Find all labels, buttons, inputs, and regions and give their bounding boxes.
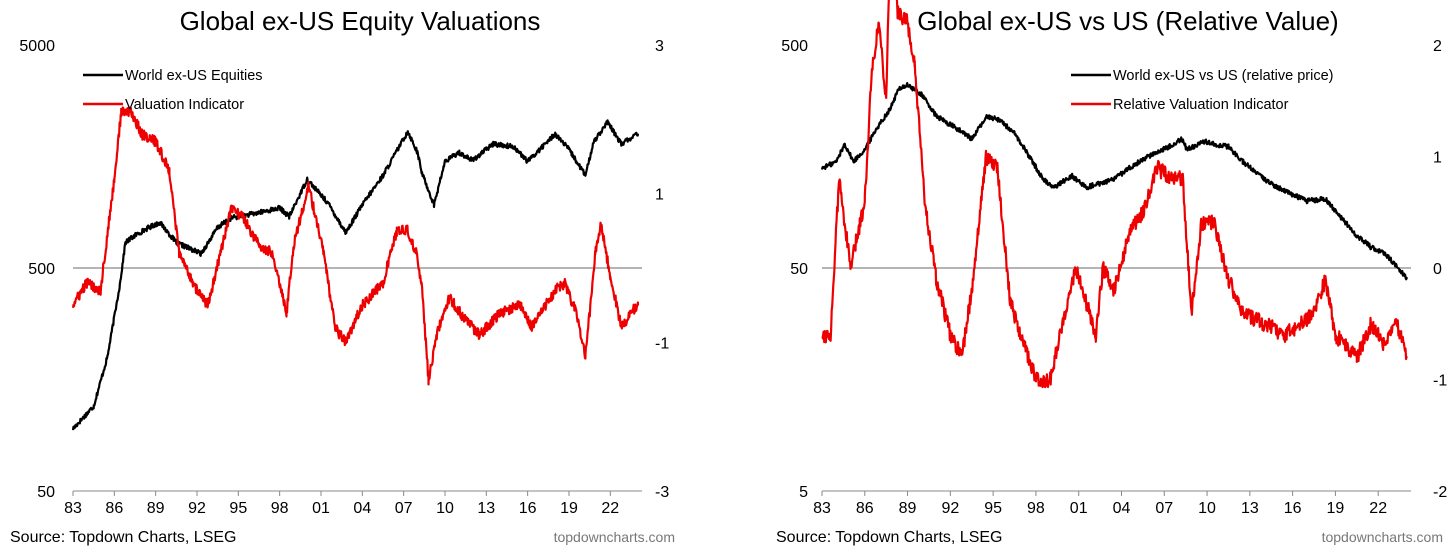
x-tick-label: 01 — [312, 500, 330, 517]
x-tick-label: 19 — [1327, 500, 1345, 517]
brand-watermark: topdowncharts.com — [1322, 529, 1443, 545]
chart-svg-global-ex-us-valuations: Global ex-US Equity Valuations Source: T… — [10, 6, 675, 546]
x-tick-label: 95 — [984, 500, 1002, 517]
series-line-relative-valuation-indicator — [821, 0, 1408, 389]
x-tick-label: 89 — [147, 500, 165, 517]
y-right-tick-label: 0 — [1433, 261, 1442, 278]
x-tick-label: 92 — [188, 500, 206, 517]
x-tick-label: 19 — [560, 500, 578, 517]
y-right-tick-label: 1 — [655, 187, 664, 204]
y-right-tick-label: 2 — [1433, 38, 1442, 55]
y-left-tick-label: 500 — [28, 261, 55, 278]
y-right-tick-label: -1 — [1433, 373, 1447, 390]
y-left-tick-label: 5 — [799, 484, 808, 501]
brand-watermark: topdowncharts.com — [554, 529, 675, 545]
legend-label: Valuation Indicator — [125, 97, 244, 113]
chart-panel-global-ex-us-valuations: Global ex-US Equity Valuations Source: T… — [10, 6, 675, 546]
chart-panel-relative-value: Global ex-US vs US (Relative Value) Sour… — [728, 0, 1456, 549]
x-tick-label: 07 — [395, 500, 413, 517]
y-right-tick-label: -1 — [655, 335, 669, 352]
x-tick-label: 04 — [1113, 500, 1131, 517]
y-left-tick-label: 50 — [37, 484, 55, 501]
y-right-tick-label: -2 — [1433, 484, 1447, 501]
series-line-world-ex-us-equities — [71, 119, 639, 431]
x-tick-label: 86 — [856, 500, 874, 517]
x-tick-label: 92 — [941, 500, 959, 517]
legend-label: World ex-US Equities — [125, 68, 263, 84]
x-tick-label: 16 — [519, 500, 537, 517]
x-tick-label: 98 — [1027, 500, 1045, 517]
x-tick-label: 13 — [1241, 500, 1259, 517]
x-tick-label: 89 — [899, 500, 917, 517]
y-left-tick-label: 500 — [781, 38, 808, 55]
x-tick-label: 95 — [229, 500, 247, 517]
x-tick-label: 22 — [1369, 500, 1387, 517]
x-tick-label: 98 — [271, 500, 289, 517]
x-tick-label: 86 — [105, 500, 123, 517]
y-left-tick-label: 50 — [790, 261, 808, 278]
x-tick-label: 10 — [1198, 500, 1216, 517]
x-tick-label: 22 — [601, 500, 619, 517]
y-left-tick-label: 5000 — [19, 38, 55, 55]
x-tick-label: 83 — [64, 500, 82, 517]
series-line-world-ex-us-vs-us-relative-price — [820, 82, 1408, 281]
y-right-tick-label: 1 — [1433, 150, 1442, 167]
x-tick-label: 16 — [1284, 500, 1302, 517]
x-tick-label: 83 — [813, 500, 831, 517]
x-tick-label: 01 — [1070, 500, 1088, 517]
source-note: Source: Topdown Charts, LSEG — [776, 529, 1003, 546]
legend-label: Relative Valuation Indicator — [1113, 97, 1289, 113]
chart-svg-relative-value: Global ex-US vs US (Relative Value) Sour… — [776, 0, 1447, 546]
y-right-tick-label: 3 — [655, 38, 664, 55]
x-tick-label: 13 — [477, 500, 495, 517]
x-tick-label: 10 — [436, 500, 454, 517]
x-tick-label: 04 — [353, 500, 371, 517]
y-right-tick-label: -3 — [655, 484, 669, 501]
chart-title: Global ex-US vs US (Relative Value) — [917, 6, 1338, 36]
x-tick-label: 07 — [1155, 500, 1173, 517]
legend-label: World ex-US vs US (relative price) — [1113, 68, 1334, 84]
series-line-valuation-indicator — [71, 106, 639, 386]
source-note: Source: Topdown Charts, LSEG — [10, 529, 237, 546]
chart-title: Global ex-US Equity Valuations — [180, 6, 541, 36]
